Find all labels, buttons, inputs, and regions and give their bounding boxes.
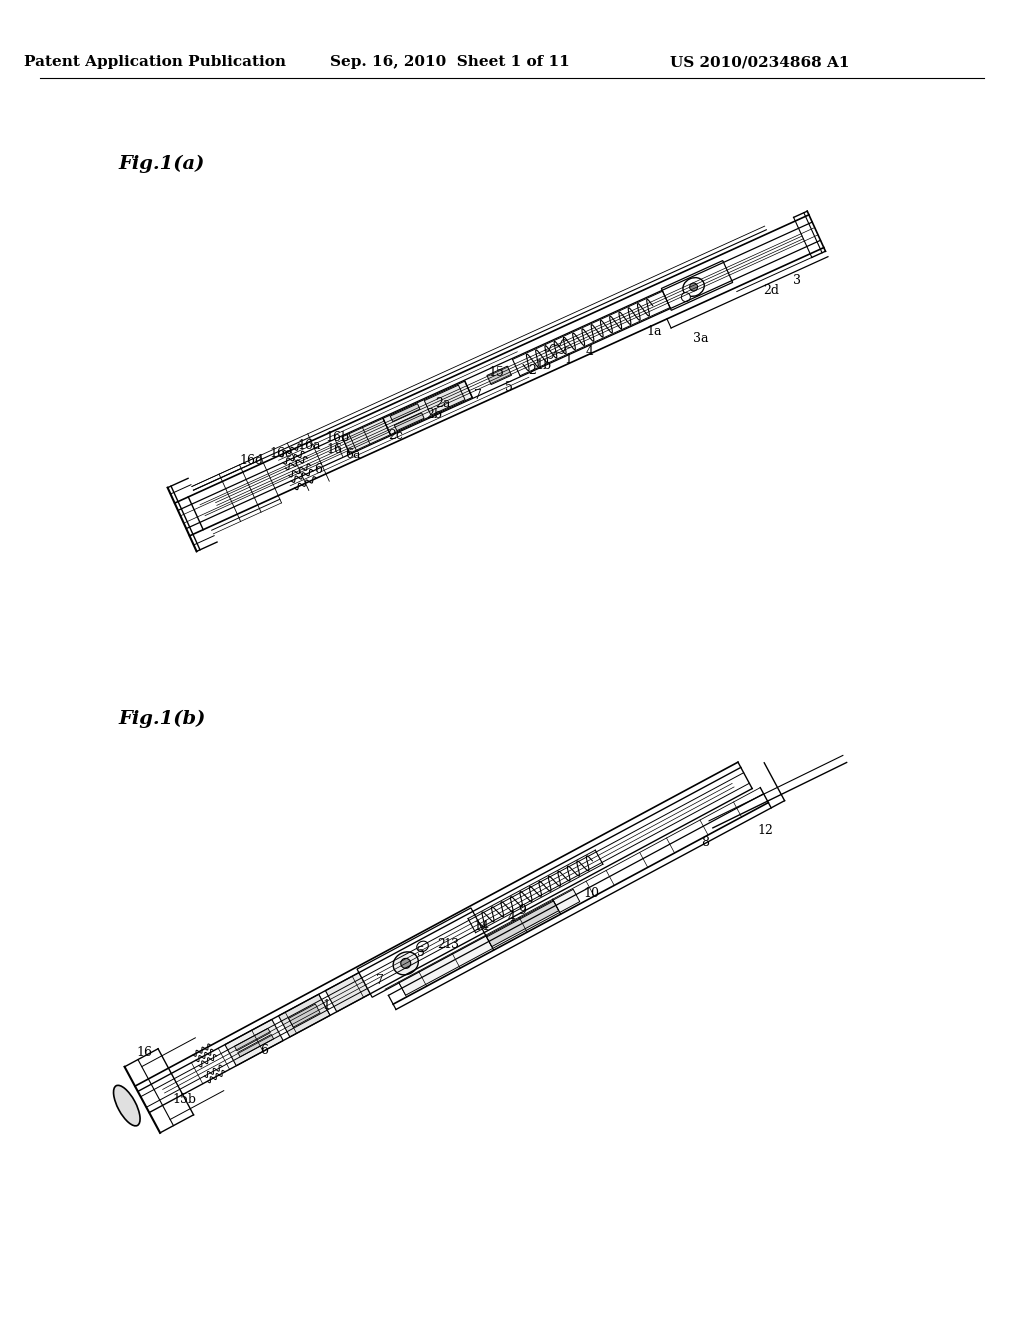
- Text: 16: 16: [137, 1045, 153, 1059]
- Polygon shape: [279, 994, 330, 1038]
- Text: 1a: 1a: [646, 325, 662, 338]
- Text: 2b: 2b: [427, 408, 442, 421]
- Text: 7: 7: [376, 974, 384, 986]
- Text: 1: 1: [323, 999, 331, 1012]
- Text: 15: 15: [488, 366, 505, 379]
- Text: 16d: 16d: [240, 454, 264, 467]
- Polygon shape: [662, 260, 732, 310]
- Text: 4: 4: [585, 345, 593, 358]
- Text: 16b: 16b: [326, 432, 349, 445]
- Text: 9: 9: [518, 904, 526, 916]
- Polygon shape: [225, 1019, 284, 1065]
- Text: 10: 10: [584, 887, 599, 900]
- Text: 2: 2: [437, 937, 445, 950]
- Polygon shape: [399, 890, 580, 995]
- Text: 6a: 6a: [345, 447, 360, 461]
- Text: 8: 8: [701, 836, 710, 849]
- Text: 3a: 3a: [693, 331, 709, 345]
- Text: 1: 1: [565, 354, 572, 366]
- Polygon shape: [289, 1005, 321, 1027]
- Text: Fig.1(b): Fig.1(b): [118, 710, 206, 729]
- Text: 1b: 1b: [536, 359, 551, 372]
- Text: 13: 13: [443, 937, 460, 950]
- Text: 5: 5: [417, 946, 425, 960]
- Polygon shape: [342, 418, 390, 453]
- Text: 12: 12: [758, 824, 773, 837]
- Polygon shape: [390, 404, 420, 421]
- Text: US 2010/0234868 A1: US 2010/0234868 A1: [671, 55, 850, 69]
- Ellipse shape: [689, 282, 697, 290]
- Text: 6: 6: [260, 1044, 268, 1057]
- Text: 6: 6: [314, 463, 323, 477]
- Ellipse shape: [114, 1085, 140, 1126]
- Polygon shape: [424, 385, 465, 416]
- Text: 2a: 2a: [435, 397, 451, 411]
- Polygon shape: [234, 1028, 270, 1051]
- Text: 15b: 15b: [173, 1093, 197, 1106]
- Text: 5: 5: [505, 380, 513, 393]
- Text: 7: 7: [473, 389, 481, 403]
- Polygon shape: [486, 902, 559, 946]
- Ellipse shape: [683, 277, 705, 297]
- Polygon shape: [326, 973, 371, 1011]
- Text: Sep. 16, 2010  Sheet 1 of 11: Sep. 16, 2010 Sheet 1 of 11: [330, 55, 570, 69]
- Ellipse shape: [393, 952, 419, 975]
- Polygon shape: [383, 381, 472, 434]
- Polygon shape: [357, 908, 486, 998]
- Polygon shape: [238, 1035, 273, 1057]
- Text: Fig.1(a): Fig.1(a): [118, 154, 205, 173]
- Polygon shape: [394, 413, 424, 430]
- Text: 2: 2: [528, 364, 536, 378]
- Text: 3: 3: [793, 273, 801, 286]
- Text: 4: 4: [508, 911, 516, 924]
- Ellipse shape: [681, 293, 690, 301]
- Text: 2d: 2d: [764, 284, 779, 297]
- Ellipse shape: [400, 958, 411, 969]
- Text: 2c: 2c: [388, 429, 402, 442]
- Text: 16: 16: [327, 444, 343, 457]
- Text: 14: 14: [473, 920, 489, 933]
- Ellipse shape: [417, 941, 428, 952]
- Text: 16a: 16a: [297, 440, 321, 453]
- Text: 16c: 16c: [269, 447, 292, 461]
- Polygon shape: [487, 366, 512, 384]
- Text: Patent Application Publication: Patent Application Publication: [24, 55, 286, 69]
